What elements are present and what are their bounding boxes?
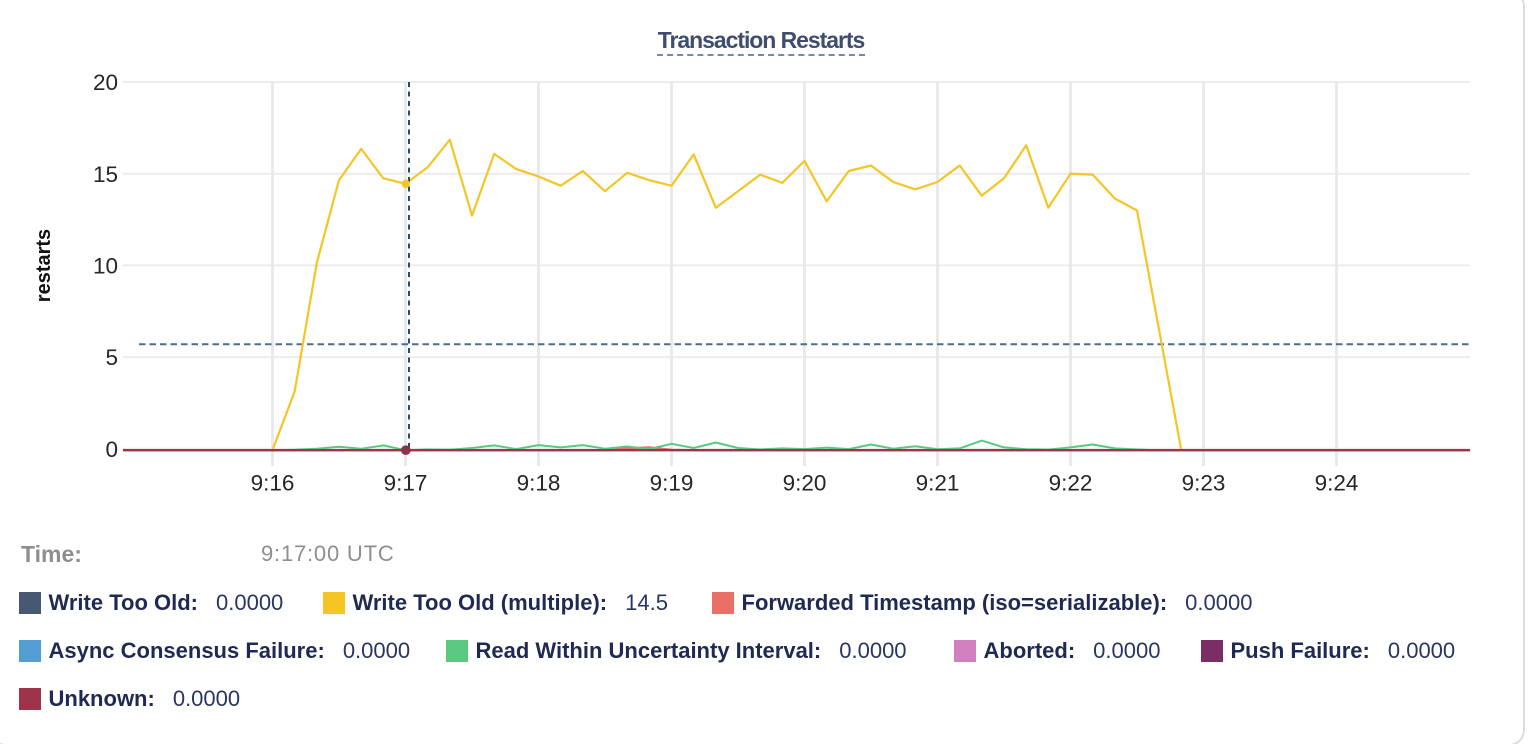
- svg-text:10: 10: [93, 254, 118, 279]
- svg-text:restarts: restarts: [33, 229, 55, 302]
- svg-text:9:20: 9:20: [783, 470, 827, 495]
- svg-text:9:21: 9:21: [916, 470, 960, 495]
- svg-text:9:19: 9:19: [650, 470, 694, 495]
- svg-text:9:22: 9:22: [1049, 470, 1093, 495]
- svg-text:15: 15: [93, 162, 118, 187]
- svg-text:20: 20: [93, 70, 118, 95]
- svg-text:9:24: 9:24: [1315, 470, 1359, 495]
- svg-text:9:16: 9:16: [251, 470, 295, 495]
- svg-text:5: 5: [105, 345, 118, 370]
- svg-text:9:23: 9:23: [1182, 470, 1226, 495]
- svg-text:9:17: 9:17: [384, 470, 428, 495]
- svg-text:0: 0: [105, 437, 118, 462]
- svg-text:9:18: 9:18: [517, 470, 561, 495]
